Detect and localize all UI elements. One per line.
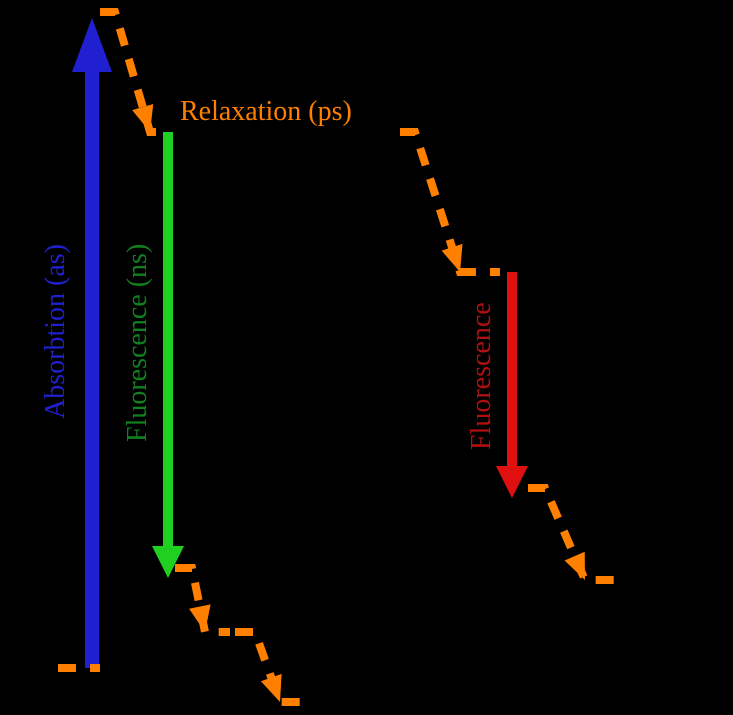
fluorescence-red-label: Fluorescence	[466, 302, 497, 450]
fluorescence-red-head	[496, 466, 528, 498]
absorption-arrow-head	[72, 18, 112, 72]
relaxation-arrowhead-r3	[565, 552, 585, 580]
relaxation-arrowhead-r2	[442, 244, 463, 272]
relaxation-path-r5	[235, 632, 300, 702]
relaxation-arrowhead-r5	[261, 674, 282, 702]
energy-diagram: Absorbtion (as) Fluorescence (ns) Fluoresc…	[0, 0, 733, 715]
fluorescence-green-head	[152, 546, 184, 578]
absorption-label: Absorbtion (as)	[40, 244, 71, 419]
relaxation-arrowhead-r1	[132, 104, 153, 132]
relaxation-label: Relaxation (ps)	[180, 96, 352, 127]
fluorescence-green-label: Fluorescence (ns)	[122, 244, 153, 442]
